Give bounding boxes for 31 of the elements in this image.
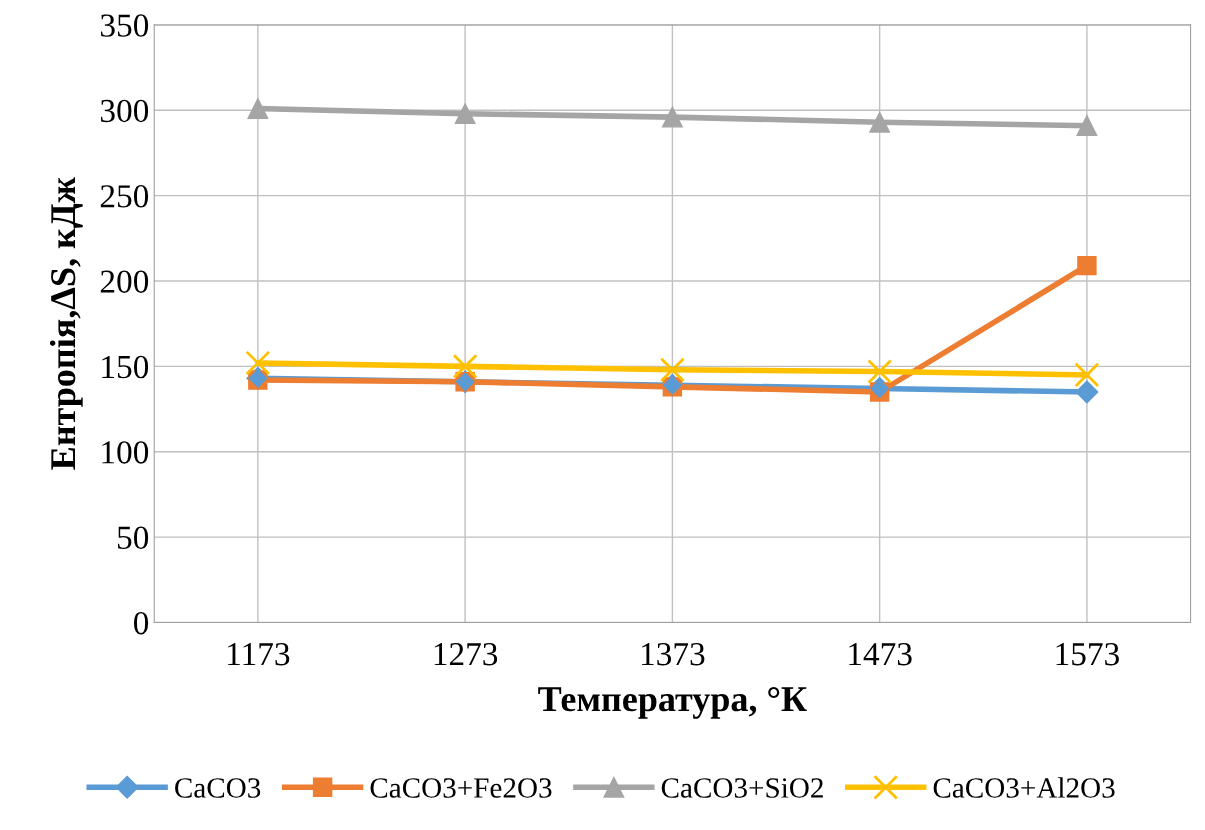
point bbox=[867, 359, 893, 385]
y-tick-label: 100 bbox=[102, 441, 149, 464]
point bbox=[454, 103, 476, 125]
point bbox=[1075, 380, 1099, 404]
y-tick-label: 200 bbox=[100, 270, 149, 293]
y-tick-label: 0 bbox=[133, 611, 149, 635]
legend-label: CaCO3+Al2O3 bbox=[933, 777, 1115, 798]
point bbox=[869, 111, 891, 133]
legend-label: CaCO3+SiO2 bbox=[661, 778, 823, 798]
y-tick-label: 150 bbox=[102, 355, 149, 379]
legend-label: CaCO3+Fe2O3 bbox=[370, 778, 552, 798]
point bbox=[452, 353, 478, 379]
point bbox=[1074, 362, 1100, 388]
x-tick-label: 1373 bbox=[641, 643, 705, 666]
x-tick-label: 1273 bbox=[434, 643, 498, 666]
point bbox=[245, 350, 271, 376]
y-tick-label: 350 bbox=[100, 14, 149, 37]
point bbox=[247, 98, 269, 119]
x-tick-label: 1173 bbox=[228, 643, 290, 666]
y-tick-label: 50 bbox=[117, 526, 149, 550]
legend-label: CaCO3 bbox=[175, 778, 261, 798]
point bbox=[1076, 115, 1098, 137]
y-tick-label: 300 bbox=[100, 99, 149, 123]
point bbox=[659, 357, 685, 383]
x-axis-title: Температура, °К bbox=[538, 687, 807, 719]
y-tick-label: 250 bbox=[100, 185, 149, 208]
point bbox=[1077, 255, 1097, 276]
point bbox=[661, 106, 683, 128]
x-tick-label: 1473 bbox=[849, 643, 912, 666]
y-axis-title: Ентропія,ΔS, кДж bbox=[49, 177, 83, 470]
x-tick-label: 1573 bbox=[1056, 643, 1119, 666]
